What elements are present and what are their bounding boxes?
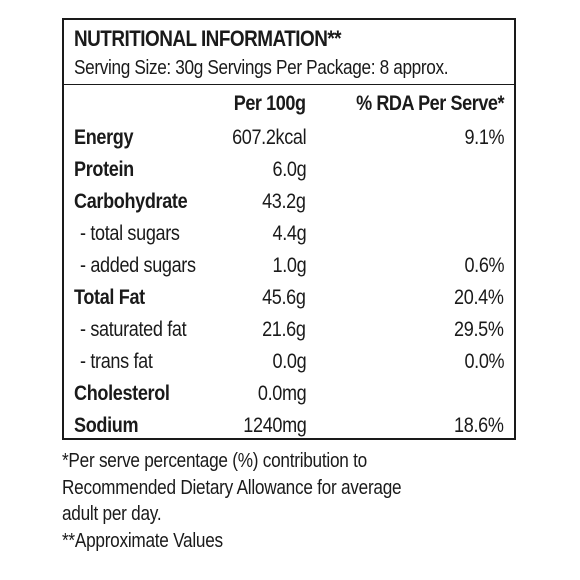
serving-info: Serving Size: 30g Servings Per Package: … (74, 57, 449, 79)
per-100g-value: 21.6g (262, 318, 307, 341)
nutrient-row-cholesterol: Cholesterol 0.0mg (64, 382, 514, 414)
nutrient-row-protein: Protein 6.0g (64, 158, 514, 190)
nutrient-row-total-sugars: - total sugars 4.4g (64, 222, 514, 254)
nutrition-facts-panel: NUTRITIONAL INFORMATION** Serving Size: … (62, 18, 516, 440)
rda-value: 18.6% (454, 414, 505, 437)
nutrient-row-sodium: Sodium 1240mg 18.6% (64, 414, 514, 446)
per-100g-value: 45.6g (262, 286, 307, 309)
nutrient-row-saturated-fat: - saturated fat 21.6g 29.5% (64, 318, 514, 350)
rda-value: 9.1% (464, 126, 504, 149)
nutrient-row-total-fat: Total Fat 45.6g 20.4% (64, 286, 514, 318)
nutrient-label: Total Fat (74, 286, 145, 309)
nutrient-label: Sodium (74, 414, 139, 437)
rda-value: 0.0% (464, 350, 504, 373)
nutrient-label: - saturated fat (80, 318, 187, 341)
footnotes: *Per serve percentage (%) contribution t… (62, 448, 562, 554)
per-100g-value: 4.4g (272, 222, 306, 245)
nutrient-label: - total sugars (80, 222, 180, 245)
nutrient-label: Energy (74, 126, 134, 149)
footnote-line: *Per serve percentage (%) contribution t… (62, 450, 367, 472)
per-100g-value: 0.0g (272, 350, 306, 373)
nutrient-label: - trans fat (80, 350, 153, 373)
nutrition-title: NUTRITIONAL INFORMATION** (74, 26, 342, 51)
per-100g-value: 1.0g (272, 254, 306, 277)
nutrient-row-trans-fat: - trans fat 0.0g 0.0% (64, 350, 514, 382)
nutrient-row-carbohydrate: Carbohydrate 43.2g (64, 190, 514, 222)
footnote-line: adult per day. (62, 503, 162, 525)
nutrient-label: - added sugars (80, 254, 196, 277)
per-100g-value: 607.2kcal (231, 126, 307, 149)
per-100g-value: 43.2g (262, 190, 307, 213)
nutrient-label: Cholesterol (74, 382, 170, 405)
rda-per-serve-header: % RDA Per Serve* (355, 92, 504, 115)
per-100g-header: Per 100g (234, 92, 306, 115)
nutrient-row-added-sugars: - added sugars 1.0g 0.6% (64, 254, 514, 286)
rda-value: 29.5% (454, 318, 505, 341)
per-100g-value: 0.0mg (257, 382, 307, 405)
rda-value: 0.6% (464, 254, 504, 277)
per-100g-value: 1240mg (242, 414, 307, 437)
footnote-line: **Approximate Values (62, 529, 223, 552)
rda-value: 20.4% (454, 286, 505, 309)
nutrient-label: Protein (74, 158, 134, 181)
header-divider (64, 84, 514, 85)
footnote-line: Recommended Dietary Allowance for averag… (62, 476, 402, 499)
nutrient-label: Carbohydrate (74, 190, 188, 213)
per-100g-value: 6.0g (272, 158, 306, 181)
nutrient-row-energy: Energy 607.2kcal 9.1% (64, 126, 514, 158)
